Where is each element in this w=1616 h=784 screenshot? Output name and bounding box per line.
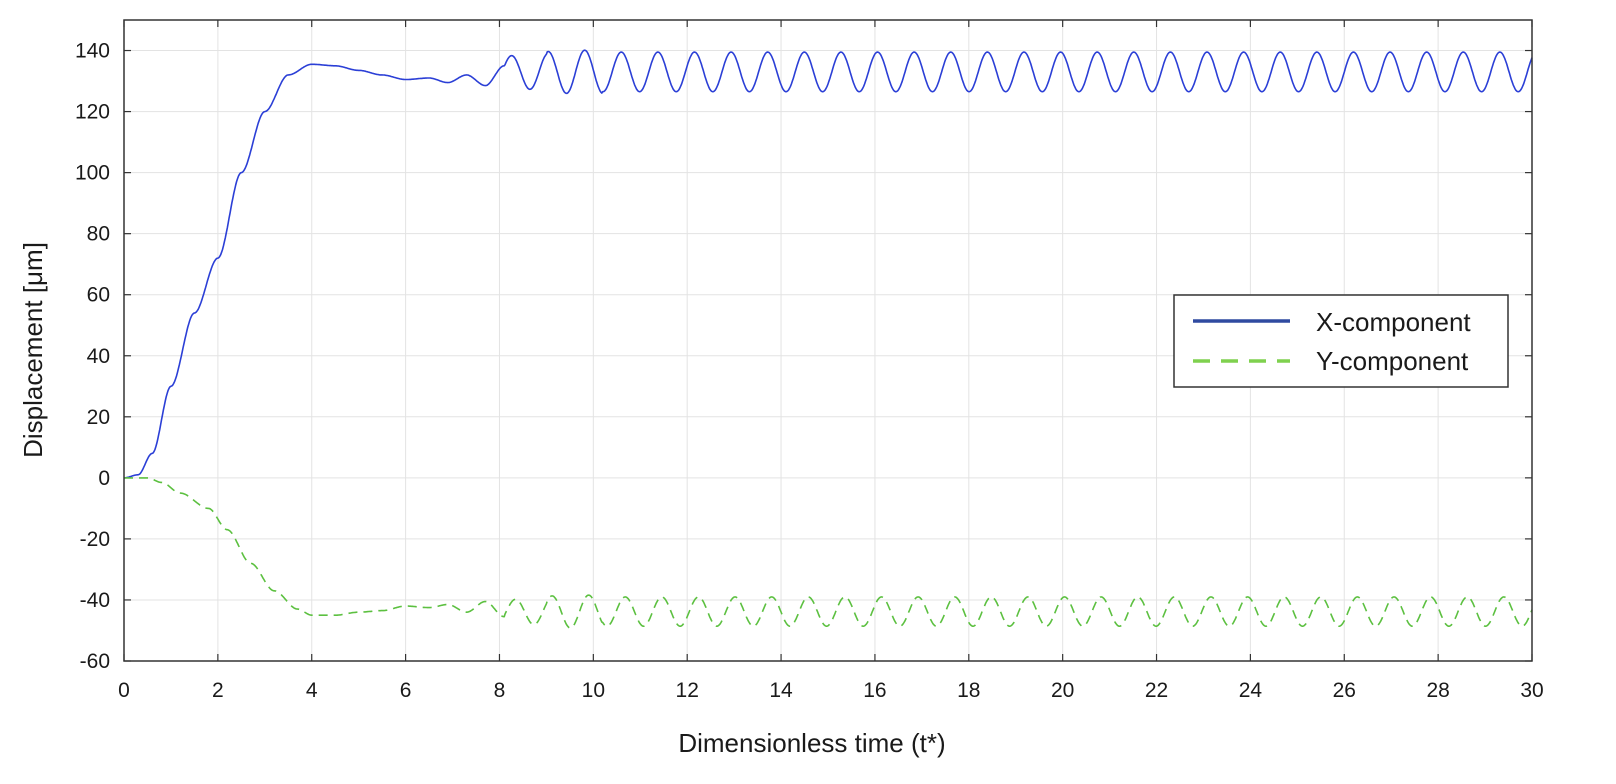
x-tick-label: 8 [494, 679, 506, 702]
y-tick-labels: -60 -40 -20 0 20 40 60 80 100 120 140 [75, 40, 110, 673]
legend-x-label: X-component [1316, 307, 1471, 337]
x-tick-label: 30 [1520, 679, 1543, 702]
x-tick-label: 22 [1145, 679, 1168, 702]
data-series [123, 49, 1533, 629]
plot-frame [123, 19, 1533, 662]
x-component-line [123, 49, 1533, 479]
y-tick-label: 140 [75, 40, 110, 63]
y-tick-label: 80 [87, 223, 110, 246]
x-tick-label: 24 [1239, 679, 1263, 702]
x-tick-label: 10 [582, 679, 605, 702]
legend-box [1173, 294, 1509, 388]
legend: X-component Y-component [1173, 294, 1509, 388]
y-tick-label: 0 [98, 467, 110, 490]
y-tick-label: 120 [75, 101, 110, 124]
y-tick-label: -60 [80, 650, 110, 673]
x-tick-labels: 0 2 4 6 8 10 12 14 16 18 20 22 24 26 28 30 [118, 679, 1544, 702]
x-tick-label: 0 [118, 679, 130, 702]
x-axis-title: Dimensionless time (t*) [678, 728, 945, 758]
x-tick-label: 6 [400, 679, 412, 702]
legend-y-label: Y-component [1316, 346, 1469, 376]
y-tick-label: -20 [80, 528, 110, 551]
y-axis-title-text: Displacement [μm] [18, 242, 48, 458]
x-tick-label: 16 [863, 679, 886, 702]
x-axis-title-text: Dimensionless time (t*) [678, 728, 945, 758]
y-tick-label: -40 [80, 589, 110, 612]
x-tick-label: 14 [769, 679, 793, 702]
y-tick-label: 40 [87, 345, 110, 368]
y-tick-label: 60 [87, 284, 110, 307]
y-tick-label: 100 [75, 162, 110, 185]
x-tick-label: 18 [957, 679, 980, 702]
y-axis-title: Displacement [μm] [18, 242, 48, 458]
y-tick-label: 20 [87, 406, 110, 429]
x-tick-label: 2 [212, 679, 224, 702]
x-tick-label: 28 [1426, 679, 1449, 702]
x-tick-label: 20 [1051, 679, 1074, 702]
y-component-line [124, 477, 1533, 629]
x-tick-label: 26 [1333, 679, 1356, 702]
x-tick-label: 4 [306, 679, 318, 702]
x-tick-label: 12 [676, 679, 699, 702]
